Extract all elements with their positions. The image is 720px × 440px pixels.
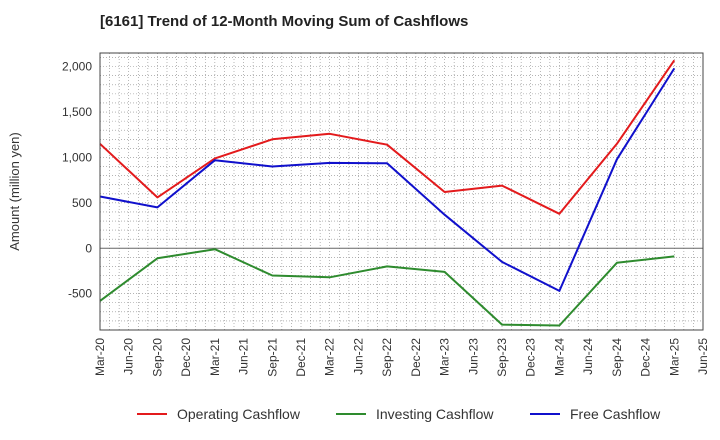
x-tick-label: Jun-25 [696,338,710,375]
legend-label-operating-cashflow: Operating Cashflow [177,406,301,422]
legend: Operating Cashflow Investing Cashflow Free… [137,406,661,422]
chart-title: [6161] Trend of 12-Month Moving Sum of C… [100,13,469,30]
plot-frame [99,52,704,331]
x-tick-label: Jun-24 [581,338,595,375]
x-tick-label: Sep-22 [380,338,394,377]
x-tick-label: Dec-22 [409,338,423,377]
y-tick-label: 1,000 [62,150,92,164]
x-tick-label: Dec-20 [179,338,193,377]
y-tick-labels: 2,000 1,500 1,000 500 0 -500 [62,60,92,301]
x-tick-label: Mar-21 [208,338,222,376]
legend-label-free-cashflow: Free Cashflow [570,406,661,422]
y-axis-label: Amount (million yen) [7,132,22,251]
x-tick-label: Sep-20 [150,338,164,377]
series-layer [99,59,676,327]
y-tick-label: -500 [68,287,92,301]
legend-label-investing-cashflow: Investing Cashflow [376,406,494,422]
x-tick-label: Jun-23 [466,338,480,375]
x-tick-label: Mar-24 [552,338,566,376]
x-tick-label: Dec-23 [524,338,538,377]
y-tick-label: 0 [85,241,92,255]
x-tick-label: Mar-20 [93,338,107,376]
y-tick-label: 500 [72,196,92,210]
x-tick-labels: Mar-20 Jun-20 Sep-20 Dec-20 Mar-21 Jun-21 Sep-… [93,338,710,377]
y-tick-label: 2,000 [62,60,92,74]
x-tick-label: Jun-20 [122,338,136,375]
x-tick-label: Mar-23 [438,338,452,376]
x-tick-label: Sep-24 [610,338,624,377]
investing-cashflow-line [99,248,675,327]
x-tick-label: Jun-21 [237,338,251,375]
x-tick-label: Sep-23 [495,338,509,377]
grid-layer [100,53,703,331]
x-tick-label: Dec-21 [294,338,308,377]
x-tick-label: Mar-25 [667,338,681,376]
x-tick-label: Jun-22 [351,338,365,375]
x-tick-label: Mar-22 [323,338,337,376]
free-cashflow-line [99,67,676,292]
y-tick-label: 1,500 [62,105,92,119]
operating-cashflow-line [99,59,676,215]
x-tick-label: Sep-21 [265,338,279,377]
x-tick-label: Dec-24 [639,338,653,377]
